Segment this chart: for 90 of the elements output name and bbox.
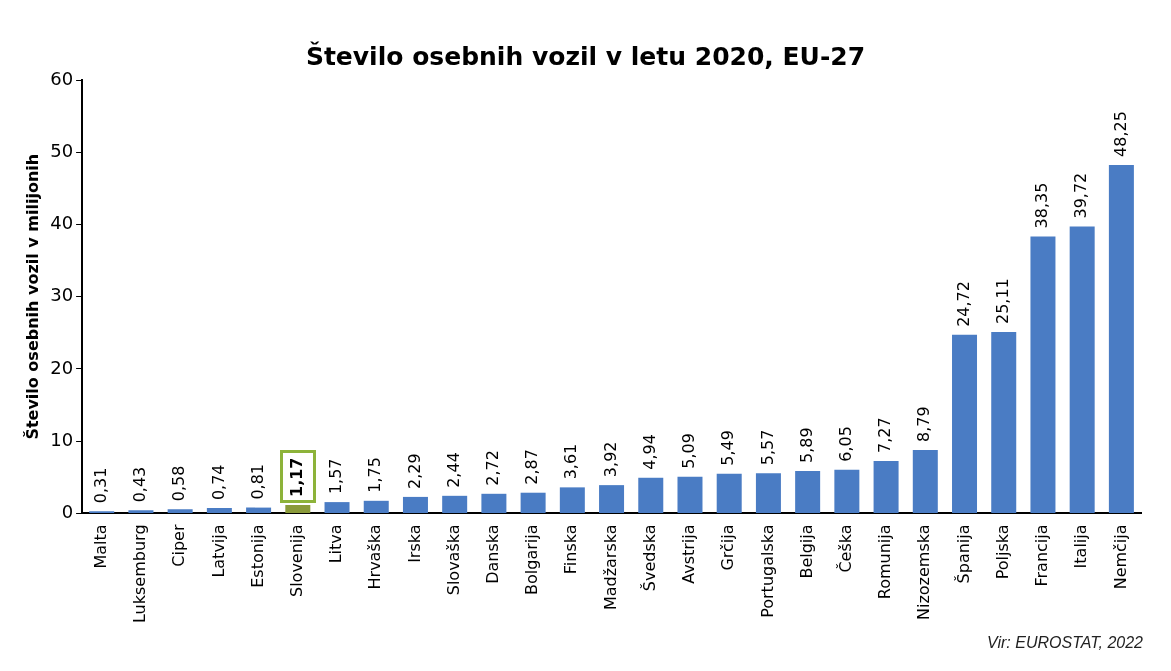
x-tick-label: Češka [836,524,856,573]
x-tick-label: Slovenija [286,524,306,597]
bar [952,334,978,513]
text: Vir: EUROSTAT, 2022 [987,634,1143,652]
data-label: 5,57 [757,429,777,466]
bar [873,460,899,513]
data-label: 7,27 [875,417,895,453]
data-label: 0,81 [247,463,267,500]
data-label: 1,57 [326,458,346,495]
x-tick-label: Poljska [992,524,1012,580]
data-label: 3,92 [600,441,620,478]
data-label: 2,44 [443,452,463,488]
x-tick-label: Finska [561,524,581,575]
bar [991,332,1017,513]
bar [167,509,193,513]
data-label: 5,49 [718,430,738,466]
y-tick-label: 10 [50,428,74,450]
y-tick-label: 30 [50,284,74,306]
bar [1108,164,1134,513]
x-tick-label: Litva [326,524,346,564]
x-tick-label: Francija [1032,524,1052,587]
x-tick-label: Italija [1071,524,1091,569]
data-label: 2,87 [522,449,542,485]
data-label: 2,29 [404,453,424,489]
bar [481,493,507,513]
x-tick-label: Belgija [796,524,816,579]
y-axis-title: Število osebnih vozil v milijonih [22,153,42,440]
data-label: 0,58 [169,465,189,502]
x-tick-label: Madžarska [600,524,620,611]
bar [246,507,272,513]
bar [1069,226,1095,513]
data-label: 2,72 [483,450,503,486]
y-tick-label: 0 [61,501,74,523]
x-tick-label: Slovaška [443,524,463,596]
bar [716,473,742,513]
data-label: 8,79 [914,406,934,442]
data-label: 6,05 [836,426,856,462]
x-tick-label: Romunija [875,524,895,600]
x-tick-label: Bolgarija [522,524,542,595]
data-label: 5,09 [679,433,699,469]
y-tick-label: 60 [50,67,74,89]
data-label: 1,17 [286,457,306,497]
bar [324,502,350,513]
x-tick-label: Danska [483,524,503,584]
bar [677,476,703,513]
y-tick-label: 50 [50,139,74,161]
bar [402,496,428,513]
x-tick-label: Nemčija [1110,524,1130,590]
bar [442,495,468,513]
x-tick-label: Grčija [718,524,738,571]
x-tick-label: Nizozemska [914,524,934,621]
data-label: 4,94 [639,434,659,470]
bar [912,449,938,513]
data-label: 5,89 [796,427,816,463]
bar [755,473,781,513]
bar [1030,236,1056,513]
data-label: 0,74 [208,464,228,501]
bar [795,470,821,513]
data-label: 25,11 [992,278,1012,325]
x-tick-label: Hrvaška [365,524,385,590]
data-label: 3,61 [561,443,581,480]
x-tick-label: Latvija [208,524,228,578]
data-label: 48,25 [1110,111,1130,157]
data-label: 0,31 [90,467,110,504]
data-label: 38,35 [1032,182,1052,229]
y-tick-label: 40 [50,212,74,234]
x-tick-label: Malta [90,524,110,569]
bar [128,510,154,513]
bar [206,508,232,513]
x-tick-label: Avstrija [679,524,699,584]
bar [834,469,860,513]
bar [363,500,389,513]
bar [599,485,625,513]
chart-title: Število osebnih vozil v letu 2020, EU-27 [305,42,866,71]
x-tick-label: Irska [404,524,424,563]
x-tick-label: Švedska [639,524,659,592]
y-tick-label: 20 [50,356,74,378]
bar [559,487,585,513]
data-label: 1,75 [365,457,385,493]
x-tick-label: Luksemburg [130,524,150,624]
data-label: 39,72 [1071,172,1091,219]
x-tick-label: Estonija [247,524,267,588]
data-label: 0,43 [130,466,150,503]
bar [285,504,311,513]
x-tick-label: Španija [953,524,973,584]
x-tick-label: Portugalska [757,524,777,618]
data-label: 24,72 [953,281,973,327]
x-tick-label: Ciper [169,524,189,567]
bar [520,492,546,513]
bar [638,477,664,513]
